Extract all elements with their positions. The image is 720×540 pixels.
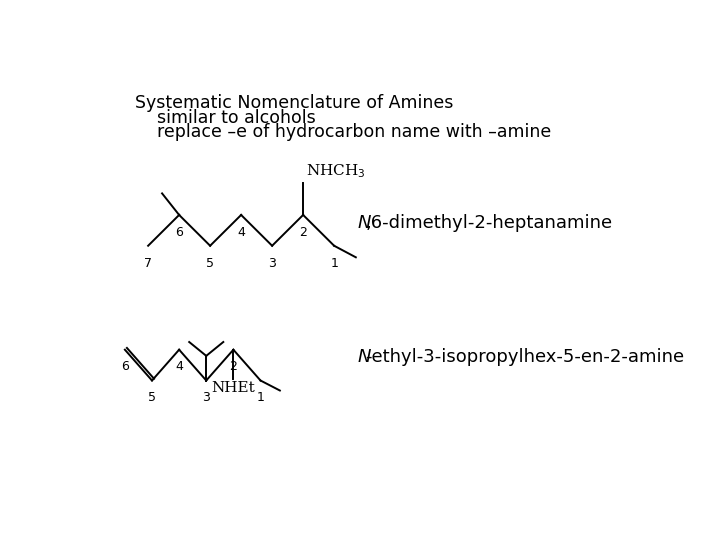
Text: replace –e of hydrocarbon name with –amine: replace –e of hydrocarbon name with –ami…: [135, 123, 552, 140]
Text: NHCH$_3$: NHCH$_3$: [306, 163, 366, 180]
Text: 7: 7: [144, 256, 152, 269]
Text: similar to alcohols: similar to alcohols: [135, 109, 315, 127]
Text: 6: 6: [121, 361, 129, 374]
Text: 3: 3: [268, 256, 276, 269]
Text: 1: 1: [256, 392, 264, 404]
Text: N: N: [357, 348, 371, 367]
Text: 3: 3: [202, 392, 210, 404]
Text: N: N: [357, 214, 371, 232]
Text: -ethyl-3-isopropylhex-5-en-2-amine: -ethyl-3-isopropylhex-5-en-2-amine: [365, 348, 684, 367]
Text: Systematic Nomenclature of Amines: Systematic Nomenclature of Amines: [135, 94, 454, 112]
Text: 1: 1: [330, 256, 338, 269]
Text: 4: 4: [237, 226, 245, 239]
Text: 5: 5: [206, 256, 214, 269]
Text: NHEt: NHEt: [212, 381, 256, 395]
Text: 4: 4: [175, 361, 183, 374]
Text: 2: 2: [300, 226, 307, 239]
Text: ,6-dimethyl-2-heptanamine: ,6-dimethyl-2-heptanamine: [365, 214, 612, 232]
Text: 6: 6: [175, 226, 183, 239]
Text: 5: 5: [148, 392, 156, 404]
Text: 2: 2: [230, 361, 238, 374]
